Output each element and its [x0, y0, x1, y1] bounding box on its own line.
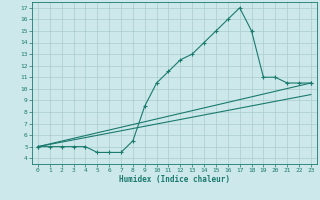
X-axis label: Humidex (Indice chaleur): Humidex (Indice chaleur) — [119, 175, 230, 184]
